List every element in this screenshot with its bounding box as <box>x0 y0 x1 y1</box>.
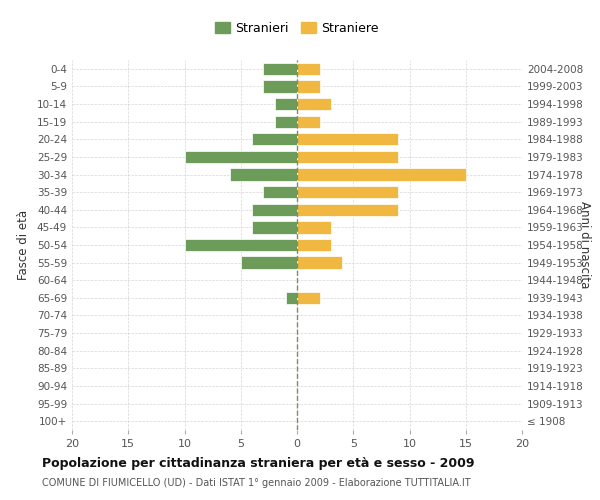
Bar <box>252 221 297 234</box>
Bar <box>297 116 320 128</box>
Bar <box>263 62 297 75</box>
Bar <box>275 98 297 110</box>
Bar <box>185 239 297 251</box>
Text: COMUNE DI FIUMICELLO (UD) - Dati ISTAT 1° gennaio 2009 - Elaborazione TUTTITALIA: COMUNE DI FIUMICELLO (UD) - Dati ISTAT 1… <box>42 478 470 488</box>
Bar <box>297 150 398 163</box>
Y-axis label: Anni di nascita: Anni di nascita <box>578 202 590 288</box>
Bar <box>297 62 320 75</box>
Bar <box>263 80 297 92</box>
Bar <box>297 239 331 251</box>
Bar <box>297 256 342 269</box>
Bar <box>252 204 297 216</box>
Bar <box>229 168 297 180</box>
Bar <box>286 292 297 304</box>
Bar <box>241 256 297 269</box>
Bar <box>263 186 297 198</box>
Bar <box>297 98 331 110</box>
Bar <box>297 168 466 180</box>
Bar <box>185 150 297 163</box>
Bar <box>275 116 297 128</box>
Bar <box>297 186 398 198</box>
Bar <box>297 221 331 234</box>
Bar <box>297 133 398 145</box>
Text: Popolazione per cittadinanza straniera per età e sesso - 2009: Popolazione per cittadinanza straniera p… <box>42 458 475 470</box>
Bar <box>252 133 297 145</box>
Y-axis label: Fasce di età: Fasce di età <box>17 210 30 280</box>
Bar <box>297 204 398 216</box>
Bar <box>297 80 320 92</box>
Legend: Stranieri, Straniere: Stranieri, Straniere <box>212 18 383 38</box>
Bar <box>297 292 320 304</box>
